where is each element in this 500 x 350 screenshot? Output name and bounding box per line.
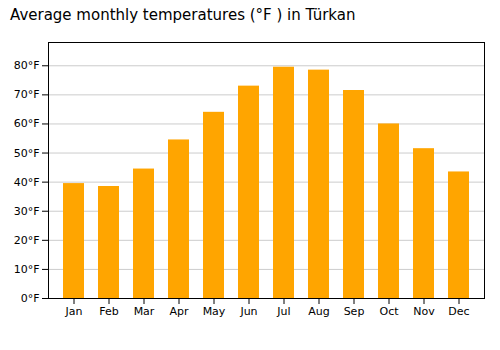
svg-text:Mar: Mar [134, 305, 155, 318]
svg-text:80°F: 80°F [14, 59, 40, 72]
svg-text:Apr: Apr [169, 305, 189, 318]
svg-text:Sep: Sep [344, 305, 365, 318]
svg-text:0°F: 0°F [21, 292, 40, 305]
svg-text:60°F: 60°F [14, 117, 40, 130]
svg-text:10°F: 10°F [14, 263, 40, 276]
svg-text:20°F: 20°F [14, 234, 40, 247]
svg-text:May: May [203, 305, 226, 318]
svg-text:Jan: Jan [65, 305, 83, 318]
svg-text:30°F: 30°F [14, 205, 40, 218]
html-text:Average monthly temperatures (: Average monthly temperatures (°F ) in Tü… [10, 6, 356, 24]
svg-text:Jul: Jul [276, 305, 290, 318]
svg-text:70°F: 70°F [14, 88, 40, 101]
svg-text:Jun: Jun [239, 305, 257, 318]
svg-text:Nov: Nov [413, 305, 435, 318]
svg-text:Oct: Oct [379, 305, 399, 318]
svg-text:Dec: Dec [448, 305, 469, 318]
svg-text:40°F: 40°F [14, 176, 40, 189]
svg-text:50°F: 50°F [14, 147, 40, 160]
svg-text:Feb: Feb [99, 305, 118, 318]
svg-text:Aug: Aug [308, 305, 329, 318]
